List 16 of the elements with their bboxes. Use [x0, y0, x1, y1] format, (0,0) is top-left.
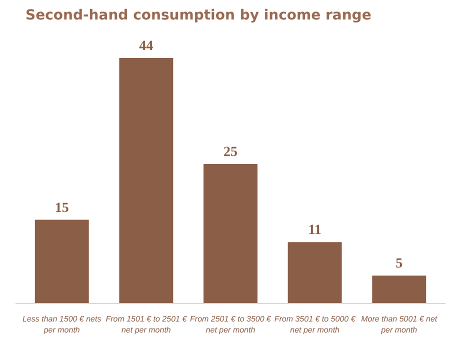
- bar: [34, 220, 89, 304]
- x-tick-label: From 1501 € to 2501 € net per month: [106, 314, 188, 334]
- bar: [288, 242, 342, 304]
- data-label: 25: [224, 144, 238, 160]
- data-label: 11: [308, 223, 322, 238]
- x-tick-label: More than 5001 € net per month: [361, 314, 438, 334]
- data-label: 5: [396, 256, 403, 272]
- data-label: 15: [54, 200, 69, 216]
- chart-title: Second-hand consumption by income range: [26, 8, 372, 24]
- bar: [119, 58, 174, 304]
- x-tick-label: From 3501 € to 5000 € net per month: [274, 314, 356, 334]
- bar: [372, 276, 426, 304]
- x-tick-label: Less than 1500 € nets per month: [22, 314, 102, 334]
- bar: [204, 164, 258, 304]
- x-tick-label: From 2501 € to 3500 € net per month: [190, 314, 272, 334]
- data-label: 44: [139, 38, 154, 54]
